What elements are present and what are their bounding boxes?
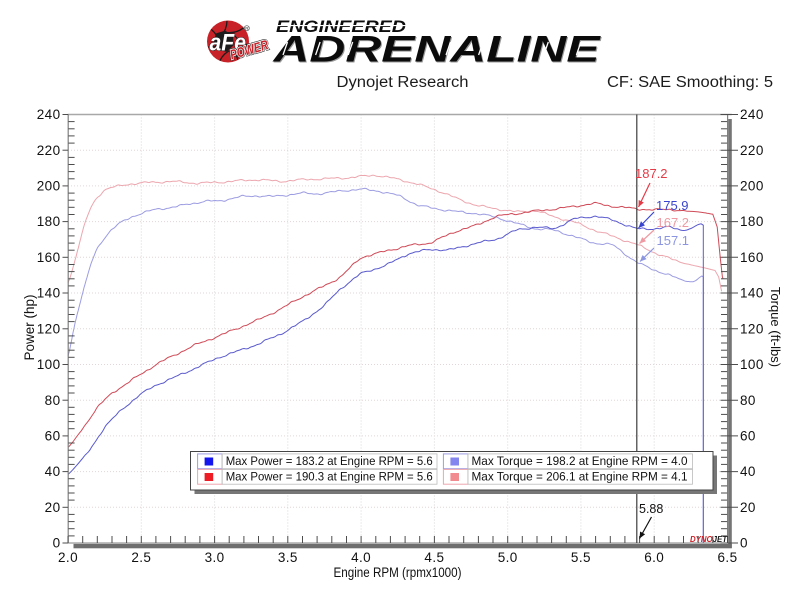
svg-text:Engine RPM (rpmx1000): Engine RPM (rpmx1000): [334, 565, 462, 580]
svg-text:5.5: 5.5: [571, 550, 591, 565]
svg-text:40: 40: [45, 464, 61, 479]
svg-text:Max Torque = 206.1 at Engine R: Max Torque = 206.1 at Engine RPM = 4.1: [472, 470, 688, 484]
svg-text:Dynojet Research: Dynojet Research: [337, 74, 469, 91]
svg-text:100: 100: [37, 357, 61, 372]
svg-text:200: 200: [740, 179, 764, 194]
svg-text:3.0: 3.0: [205, 550, 225, 565]
svg-text:2.5: 2.5: [131, 550, 151, 565]
svg-text:20: 20: [45, 500, 61, 515]
svg-text:2.0: 2.0: [58, 550, 78, 565]
svg-text:167.2: 167.2: [657, 215, 690, 230]
svg-text:6.0: 6.0: [644, 550, 664, 565]
svg-text:80: 80: [740, 393, 756, 408]
svg-text:140: 140: [740, 286, 764, 301]
svg-text:120: 120: [37, 321, 61, 336]
svg-text:175.9: 175.9: [656, 198, 689, 213]
svg-text:180: 180: [37, 214, 61, 229]
svg-text:80: 80: [45, 393, 61, 408]
svg-text:Max Power = 190.3 at Engine RP: Max Power = 190.3 at Engine RPM = 5.6: [226, 470, 433, 484]
svg-text:6.5: 6.5: [718, 550, 738, 565]
svg-text:R: R: [245, 26, 249, 31]
svg-text:5.0: 5.0: [498, 550, 518, 565]
svg-text:240: 240: [37, 107, 61, 122]
svg-text:60: 60: [45, 429, 61, 444]
svg-text:3.5: 3.5: [278, 550, 298, 565]
svg-text:187.2: 187.2: [635, 166, 668, 181]
svg-text:0: 0: [740, 536, 748, 551]
svg-text:5.88: 5.88: [639, 502, 663, 516]
svg-text:ADRENALINE: ADRENALINE: [272, 28, 601, 70]
svg-text:220: 220: [37, 143, 61, 158]
svg-text:160: 160: [37, 250, 61, 265]
svg-text:4.0: 4.0: [351, 550, 371, 565]
svg-text:4.5: 4.5: [424, 550, 444, 565]
svg-text:Max Power = 183.2 at Engine RP: Max Power = 183.2 at Engine RPM = 5.6: [226, 454, 433, 468]
svg-text:240: 240: [740, 107, 764, 122]
svg-text:180: 180: [740, 214, 764, 229]
svg-text:aFe: aFe: [210, 30, 247, 57]
svg-text:CF: SAE Smoothing: 5: CF: SAE Smoothing: 5: [607, 74, 773, 91]
svg-text:220: 220: [740, 143, 764, 158]
svg-text:160: 160: [740, 250, 764, 265]
svg-text:Torque (ft-lbs): Torque (ft-lbs): [768, 287, 783, 367]
svg-text:120: 120: [740, 321, 764, 336]
svg-text:DYNOJET: DYNOJET: [690, 535, 728, 544]
svg-text:20: 20: [740, 500, 756, 515]
svg-text:40: 40: [740, 464, 756, 479]
svg-text:140: 140: [37, 286, 61, 301]
svg-text:157.1: 157.1: [657, 233, 690, 248]
svg-text:200: 200: [37, 179, 61, 194]
svg-text:60: 60: [740, 429, 756, 444]
svg-text:Max Torque = 198.2 at Engine R: Max Torque = 198.2 at Engine RPM = 4.0: [472, 454, 688, 468]
svg-text:0: 0: [53, 536, 61, 551]
svg-text:100: 100: [740, 357, 764, 372]
svg-text:Power (hp): Power (hp): [22, 294, 37, 360]
svg-text:ENGINEERED: ENGINEERED: [276, 18, 406, 36]
